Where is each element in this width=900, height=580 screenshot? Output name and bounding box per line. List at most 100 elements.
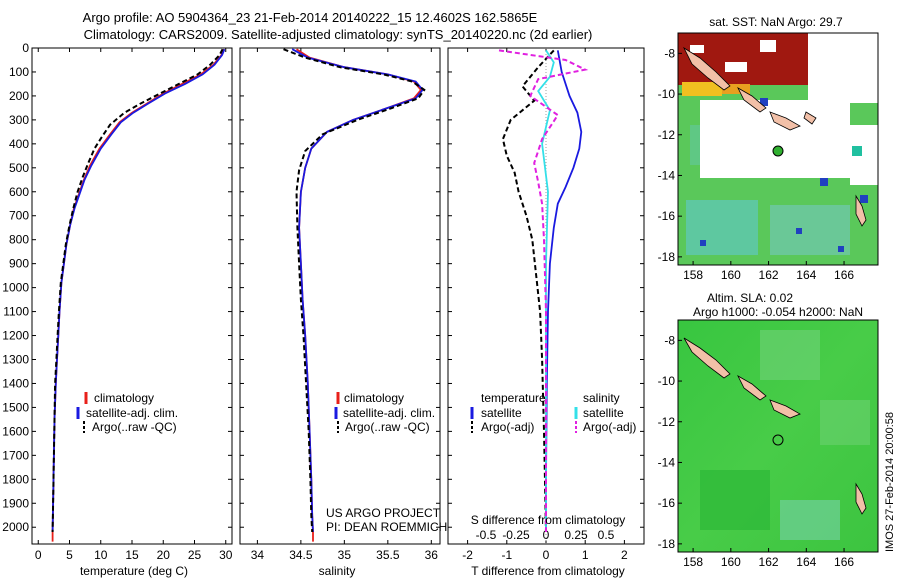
depth-tick-label: 1100 <box>3 305 29 319</box>
s-difference-axis-label: S difference from climatology <box>471 513 626 527</box>
x-tick-label: 0 <box>35 548 42 562</box>
lat-tick-label: -14 <box>658 168 676 182</box>
sst-land <box>855 194 867 227</box>
sla-land <box>737 374 767 401</box>
depth-tick-label: 1600 <box>2 424 29 438</box>
x-tick-label: 36 <box>425 548 439 562</box>
x-tick-label: 2 <box>621 548 628 562</box>
depth-tick-label: 1700 <box>2 448 29 462</box>
legend-label-climatology: climatology <box>94 391 154 405</box>
legend-title-salinity: salinity <box>583 391 620 405</box>
sla-land <box>855 482 867 515</box>
sst-land <box>683 46 731 91</box>
x-tick-label: 0 <box>543 548 550 562</box>
x-tick-label: 35 <box>338 548 352 562</box>
lon-tick-label: 164 <box>796 555 816 569</box>
legend-label-satellite: satellite-adj. clim. <box>86 406 178 420</box>
depth-tick-label: 1000 <box>2 281 29 295</box>
lon-tick-label: 158 <box>683 268 703 282</box>
x-tick-label: 25 <box>188 548 202 562</box>
series-line-temperature-satellite <box>545 50 583 532</box>
series-line-temperature-argo-adj- <box>501 49 555 533</box>
sst-map-frame <box>677 32 879 266</box>
sst-pixel-blue <box>820 178 828 186</box>
depth-tick-label: 1800 <box>2 472 29 486</box>
temperature-x-axis-label: temperature (deg C) <box>80 564 188 578</box>
x-tick-label: 20 <box>157 548 171 562</box>
lat-tick-label: -10 <box>658 87 676 101</box>
x-tick-label: 34.5 <box>289 548 313 562</box>
sla-light-patch <box>820 400 870 445</box>
legend-title-temperature: temperature <box>481 391 546 405</box>
pi-label: PI: DEAN ROEMMICH <box>326 520 447 534</box>
sst-yellow-band <box>682 82 722 96</box>
sst-cyan-patch <box>686 200 758 255</box>
sst-pixel-teal <box>852 146 862 156</box>
legend-label-sal-satellite: satellite <box>583 406 624 420</box>
sla-map-title-line1: Altim. SLA: 0.02 <box>707 291 793 305</box>
lon-tick-label: 162 <box>759 268 779 282</box>
temperature-legend: climatology satellite-adj. clim. Argo(..… <box>76 391 178 434</box>
lat-tick-label: -8 <box>664 46 675 60</box>
difference-legend: temperature salinity satellite Argo(-adj… <box>470 391 636 434</box>
temperature-plot-frame <box>31 47 233 545</box>
sst-pixel-blue <box>796 228 802 234</box>
temperature-panel: 0100200300400500600700800900100011001200… <box>2 41 232 578</box>
sla-argo-marker <box>772 434 784 446</box>
sla-map-frame <box>677 319 879 553</box>
legend-label-sal-argo: Argo(-adj) <box>583 420 636 434</box>
lat-tick-label: -8 <box>664 333 675 347</box>
depth-tick-label: 600 <box>9 185 29 199</box>
sst-map-title: sat. SST: NaN Argo: 29.7 <box>709 15 843 29</box>
sst-pixel-blue <box>860 195 868 203</box>
sst-cloud-gap <box>760 40 776 52</box>
legend-label-climatology: climatology <box>344 391 404 405</box>
lon-tick-label: 158 <box>683 555 703 569</box>
lat-tick-label: -12 <box>658 128 676 142</box>
depth-tick-label: 1900 <box>2 496 29 510</box>
sst-cloud-gap <box>725 62 747 72</box>
lon-tick-label: 160 <box>721 268 741 282</box>
lon-tick-label: 162 <box>759 555 779 569</box>
sst-land <box>737 86 767 113</box>
lat-tick-label: -16 <box>658 209 676 223</box>
sla-light-patch <box>780 500 840 540</box>
salinity-panel: 34 34.5 35 35.5 36 climatology satellite-adj… <box>239 47 447 578</box>
s-diff-tick-label: -0.5 <box>476 528 497 542</box>
lon-tick-label: 166 <box>834 268 854 282</box>
depth-tick-label: 500 <box>9 161 29 175</box>
sst-orange-band <box>722 84 750 94</box>
legend-label-temp-argo: Argo(-adj) <box>481 420 534 434</box>
s-diff-tick-label: -0.25 <box>502 528 530 542</box>
sst-pixel-blue <box>760 98 768 106</box>
depth-tick-label: 300 <box>9 113 29 127</box>
x-tick-label: 5 <box>66 548 73 562</box>
x-tick-label: 10 <box>94 548 108 562</box>
lon-tick-label: 160 <box>721 555 741 569</box>
x-tick-label: 30 <box>219 548 233 562</box>
sla-light-patch <box>760 330 820 380</box>
sst-cloud-mask <box>808 33 878 103</box>
sla-light-patch <box>700 470 770 530</box>
lon-tick-label: 166 <box>834 555 854 569</box>
sst-pixel-blue <box>838 246 844 252</box>
sst-land <box>803 111 817 125</box>
sla-land <box>769 399 801 419</box>
series-line-salinity-argo-adj- <box>498 49 589 532</box>
figure-title-line2: Climatology: CARS2009. Satellite-adjuste… <box>84 27 593 42</box>
salinity-legend: climatology satellite-adj. clim. Argo(..… <box>334 391 435 434</box>
depth-tick-label: 1300 <box>2 352 29 366</box>
depth-tick-label: 200 <box>9 89 29 103</box>
lat-tick-label: -18 <box>658 537 676 551</box>
depth-tick-label: 1400 <box>2 376 29 390</box>
figure-title-line1: Argo profile: AO 5904364_23 21-Feb-2014 … <box>83 10 538 25</box>
x-tick-label: -2 <box>462 548 473 562</box>
s-diff-tick-label: 0.5 <box>598 528 615 542</box>
difference-panel: -2 -1 0 1 2-0.5 -0.25 0 0.25 0.5 temperature sal… <box>447 47 645 578</box>
imos-credit: IMOS 27-Feb-2014 20:00:58 <box>884 412 896 552</box>
t-difference-axis-label: T difference from climatology <box>471 564 625 578</box>
depth-tick-label: 2000 <box>2 520 29 534</box>
depth-tick-label: 1200 <box>2 329 29 343</box>
depth-tick-label: 0 <box>22 41 29 55</box>
